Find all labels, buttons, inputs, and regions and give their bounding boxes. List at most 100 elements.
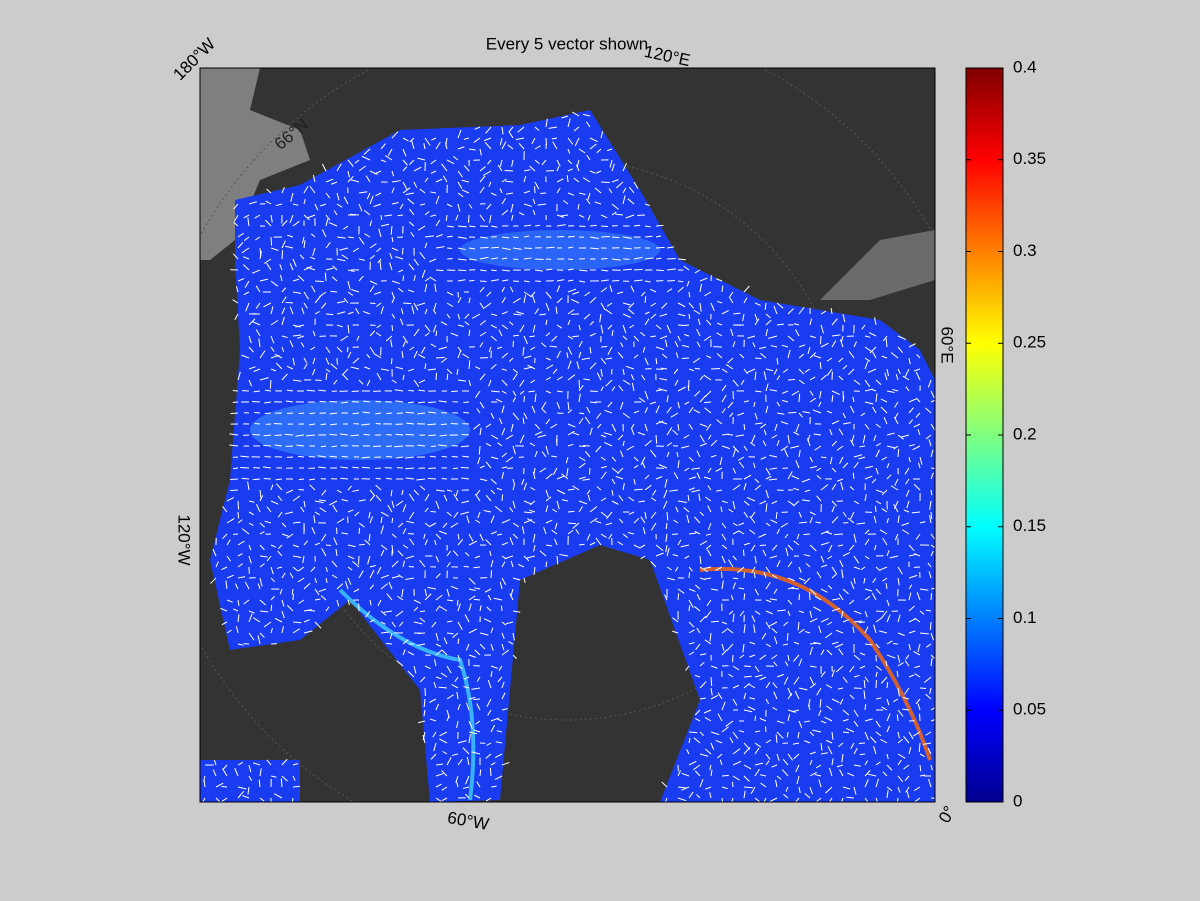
vector xyxy=(894,401,899,408)
vector xyxy=(629,324,635,329)
vector xyxy=(707,522,712,530)
vector xyxy=(460,511,470,515)
vector xyxy=(927,562,932,568)
vector xyxy=(793,641,800,645)
vector xyxy=(754,318,760,326)
vector xyxy=(710,620,719,623)
vector xyxy=(583,313,591,320)
vector xyxy=(237,643,244,646)
vector xyxy=(753,462,756,469)
vector xyxy=(518,212,525,216)
vector xyxy=(606,302,613,307)
vector xyxy=(226,574,234,579)
vector xyxy=(856,522,866,525)
vector xyxy=(611,330,614,337)
vector xyxy=(427,586,437,590)
vector xyxy=(650,302,657,307)
vector xyxy=(248,335,252,344)
vector xyxy=(831,698,840,704)
vector xyxy=(797,731,800,739)
vector xyxy=(533,544,536,552)
vector xyxy=(364,233,371,238)
vector xyxy=(644,357,649,366)
vector xyxy=(743,747,751,755)
vector xyxy=(930,657,933,667)
vector xyxy=(902,708,910,711)
vector xyxy=(247,217,250,227)
vector xyxy=(556,297,563,304)
vector xyxy=(386,412,393,415)
vector xyxy=(407,670,415,678)
vector xyxy=(743,542,750,546)
vector xyxy=(488,214,492,224)
vector xyxy=(402,639,409,645)
vector xyxy=(600,497,607,502)
vector xyxy=(405,477,415,480)
vector xyxy=(819,390,822,399)
vector xyxy=(688,476,697,480)
vector xyxy=(655,476,663,480)
vector xyxy=(831,334,841,337)
vector xyxy=(827,555,833,560)
vector xyxy=(930,764,933,771)
vector xyxy=(567,443,574,447)
vector xyxy=(611,489,614,496)
vector xyxy=(775,779,778,788)
vector xyxy=(386,593,393,601)
vector xyxy=(259,797,265,802)
vector xyxy=(825,739,833,744)
vector xyxy=(721,285,724,293)
vector xyxy=(435,605,441,612)
vector xyxy=(266,188,272,194)
vector xyxy=(419,610,426,613)
vector xyxy=(765,368,774,372)
vector xyxy=(915,397,921,403)
vector xyxy=(793,487,800,491)
vector xyxy=(286,604,294,612)
vector xyxy=(391,291,395,298)
vector xyxy=(389,632,393,640)
vector xyxy=(292,566,298,572)
vector xyxy=(341,455,349,458)
vector xyxy=(791,390,800,396)
vector xyxy=(600,235,610,238)
vector xyxy=(768,335,778,339)
vector xyxy=(406,422,415,425)
vector xyxy=(511,159,514,167)
vector xyxy=(567,529,574,535)
vector xyxy=(673,472,679,480)
vector xyxy=(655,257,662,260)
vector xyxy=(391,533,397,539)
vector xyxy=(510,423,514,432)
vector xyxy=(809,511,816,516)
vector xyxy=(537,434,547,438)
vector xyxy=(523,280,530,283)
vector xyxy=(875,671,878,678)
vector xyxy=(839,456,844,465)
vector xyxy=(893,445,899,450)
vector xyxy=(688,406,694,414)
vector xyxy=(567,258,574,261)
vector xyxy=(273,793,283,799)
vector xyxy=(474,126,481,130)
vector xyxy=(255,302,261,309)
vector xyxy=(442,522,448,529)
vector xyxy=(809,759,813,766)
vector xyxy=(281,346,285,352)
vector xyxy=(325,267,334,271)
vector xyxy=(523,577,526,584)
vector xyxy=(754,730,761,733)
vector xyxy=(270,577,276,583)
vector xyxy=(600,279,609,282)
vector xyxy=(928,571,932,579)
vector xyxy=(608,533,613,540)
vector xyxy=(413,181,418,188)
vector xyxy=(430,753,437,760)
vector xyxy=(787,561,793,568)
vector xyxy=(589,506,598,513)
colorbar-tick-label: 0.15 xyxy=(1013,516,1046,535)
vector xyxy=(622,412,630,419)
vector xyxy=(740,379,745,386)
vector xyxy=(824,632,833,639)
vector xyxy=(523,355,532,359)
